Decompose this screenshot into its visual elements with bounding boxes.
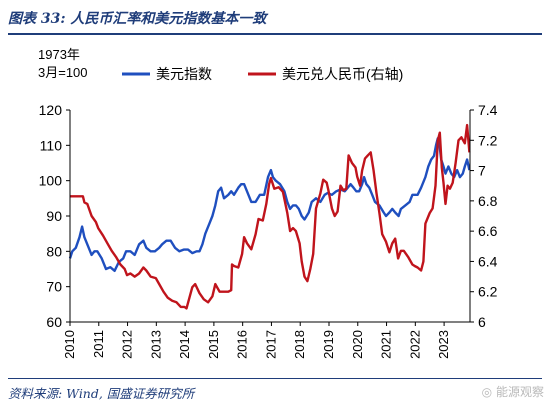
x-axis-tick-label: 2011 (91, 330, 106, 358)
x-axis-tick-label: 2016 (235, 330, 250, 359)
figure-title: 图表 33: 人民币汇率和美元指数基本一致 (8, 11, 267, 27)
title-rule (8, 33, 542, 35)
x-axis-tick-label: 2013 (148, 330, 163, 359)
right-axis-tick-label: 6 (478, 314, 486, 330)
right-axis-tick-label: 7 (478, 163, 486, 179)
left-axis-tick-label: 110 (40, 137, 63, 153)
x-axis-tick-label: 2018 (292, 330, 307, 359)
dollar-index-line (68, 137, 471, 272)
x-axis-tick-label: 2023 (436, 330, 451, 359)
left-axis-unit-line1: 1973年 (38, 47, 80, 62)
series-layer (68, 123, 471, 310)
right-axis-tick-label: 7.2 (478, 132, 498, 148)
source-note: 资料来源: Wind, 国盛证券研究所 (8, 386, 195, 401)
left-axis-tick-label: 80 (46, 243, 62, 259)
x-axis-tick-label: 2012 (120, 330, 135, 359)
source-rule (8, 378, 542, 379)
x-axis-tick-label: 2020 (350, 330, 365, 359)
x-axis-tick-label: 2021 (379, 330, 394, 359)
left-axis-tick-label: 120 (39, 102, 63, 118)
right-axis-tick-label: 6.4 (478, 253, 498, 269)
right-axis-tick-label: 6.8 (478, 193, 498, 209)
watermark-text: 能源观察 (495, 385, 544, 399)
x-axis-tick-label: 2019 (321, 330, 336, 359)
left-axis-tick-label: 100 (39, 173, 63, 189)
x-axis-tick-label: 2022 (407, 330, 422, 359)
right-axis-tick-label: 6.2 (478, 284, 498, 300)
left-axis-tick-label: 90 (46, 208, 62, 224)
legend-dollar-index-label: 美元指数 (156, 66, 212, 82)
x-axis-tick-label: 2015 (206, 330, 221, 359)
right-axis-tick-label: 6.6 (478, 223, 498, 239)
legend-usdcny-label: 美元兑人民币(右轴) (282, 66, 403, 82)
wechat-icon: ◎ (481, 385, 493, 399)
usdcny-line (70, 123, 471, 310)
left-axis-tick-label: 60 (46, 314, 62, 330)
watermark: ◎ 能源观察 (482, 383, 544, 400)
right-axis-tick-label: 7.4 (478, 102, 498, 118)
left-axis-unit-line2: 3月=100 (38, 65, 88, 80)
dual-axis-line-chart: 美元指数 美元兑人民币(右轴) 6070809010011012066.26.46… (39, 66, 498, 359)
x-axis-tick-label: 2017 (263, 330, 278, 359)
left-axis-tick-label: 70 (46, 279, 62, 295)
x-axis-tick-label: 2014 (177, 330, 192, 359)
legend: 美元指数 美元兑人民币(右轴) (122, 66, 403, 82)
x-axis-tick-label: 2010 (62, 330, 77, 359)
axes-layer: 60 70 80 90 100 110 120 6 6.2 6.4 6.6 6.8 7 7.2 7.4 201… (39, 102, 498, 359)
